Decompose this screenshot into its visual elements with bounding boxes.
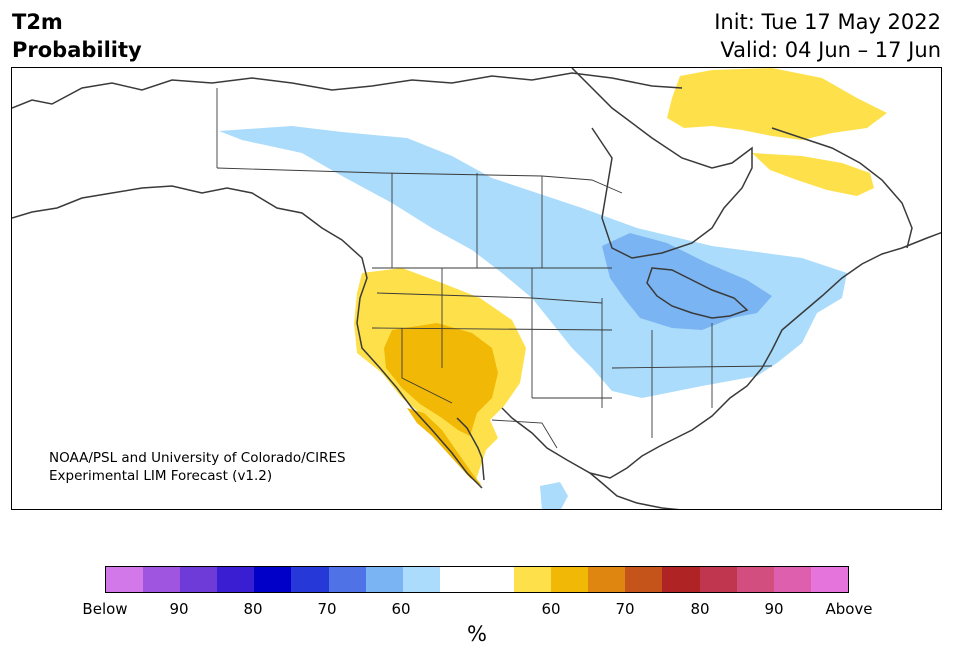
- colorbar-segment: [625, 567, 663, 592]
- title-line2: Probability: [12, 38, 142, 62]
- colorbar-tick-label: 90: [764, 600, 784, 618]
- title-line1: T2m: [12, 10, 63, 34]
- colorbar-segment: [291, 567, 329, 592]
- coastlines: [12, 68, 941, 509]
- colorbar-segment: [217, 567, 255, 592]
- colorbar-tick-label: 80: [243, 600, 263, 618]
- colorbar-segment: [328, 567, 366, 592]
- colorbar-segment: [551, 567, 589, 592]
- colorbar-tick-label: Below: [82, 600, 128, 618]
- colorbar-segment: [180, 567, 218, 592]
- light-blue-region-mexico: [540, 482, 568, 509]
- colorbar-segment: [662, 567, 700, 592]
- forecast-dates: Init: Tue 17 May 2022 Valid: 04 Jun – 17…: [714, 8, 941, 64]
- colorbar-segment: [699, 567, 737, 592]
- colorbar-segment: [588, 567, 626, 592]
- colorbar-tick-label: 80: [690, 600, 710, 618]
- colorbar-segment: [143, 567, 181, 592]
- political-boundaries: [216, 88, 773, 449]
- map-svg: [12, 68, 941, 509]
- colorbar-segment: [254, 567, 292, 592]
- valid-range: Valid: 04 Jun – 17 Jun: [720, 38, 941, 62]
- credit-line1: NOAA/PSL and University of Colorado/CIRE…: [49, 450, 346, 466]
- yellow-region-hudson: [752, 153, 874, 196]
- colorbar-segment: [106, 567, 144, 592]
- orange-region-southwest: [384, 323, 498, 436]
- map-panel: [11, 67, 942, 510]
- colorbar-tick-label: Above: [825, 600, 873, 618]
- light-blue-region-main: [219, 126, 847, 398]
- colorbar: [105, 566, 849, 593]
- colorbar-tick-label: 90: [169, 600, 189, 618]
- init-date: Init: Tue 17 May 2022: [714, 10, 941, 34]
- yellow-region-greenland: [667, 68, 887, 140]
- colorbar-tick-label: 70: [615, 600, 635, 618]
- colorbar-segment: [736, 567, 774, 592]
- colorbar-segment: [439, 567, 477, 592]
- colorbar-segment: [810, 567, 848, 592]
- colorbar-tick-label: 60: [541, 600, 561, 618]
- colorbar-segment: [514, 567, 552, 592]
- colorbar-segment: [402, 567, 440, 592]
- credit-line2: Experimental LIM Forecast (v1.2): [49, 468, 273, 484]
- forecast-credit: NOAA/PSL and University of Colorado/CIRE…: [49, 449, 346, 485]
- colorbar-segment: [773, 567, 811, 592]
- colorbar-tick-label: 70: [317, 600, 337, 618]
- yellow-region-baja: [407, 408, 482, 486]
- colorbar-tick-label: 60: [391, 600, 411, 618]
- colorbar-segment: [476, 567, 515, 592]
- mid-blue-region-great-lakes: [602, 233, 772, 330]
- chart-title: T2m Probability: [12, 8, 142, 64]
- colorbar-segment: [365, 567, 403, 592]
- colorbar-units: %: [467, 622, 487, 646]
